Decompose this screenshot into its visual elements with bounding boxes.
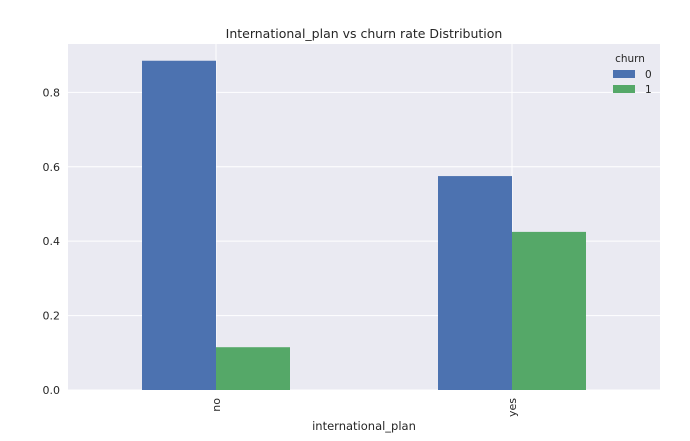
- y-axis-ticks: 0.0 0.2 0.4 0.6 0.8: [43, 86, 61, 397]
- y-tick-label: 0.8: [43, 86, 61, 99]
- bar-no-churn-1: [216, 347, 290, 390]
- x-tick-label: no: [210, 398, 223, 412]
- legend-swatch-1: [613, 85, 635, 93]
- legend-label-1: 1: [645, 84, 652, 96]
- bar-yes-churn-1: [512, 231, 586, 390]
- chart-title: International_plan vs churn rate Distrib…: [226, 26, 503, 41]
- y-tick-label: 0.4: [43, 235, 61, 248]
- x-tick-label: yes: [506, 398, 519, 417]
- legend: churn 0 1: [613, 53, 652, 96]
- bars: [142, 60, 586, 390]
- x-axis-label: international_plan: [312, 419, 416, 433]
- bar-no-churn-0: [142, 60, 216, 390]
- bar-yes-churn-0: [438, 176, 512, 390]
- legend-swatch-0: [613, 70, 635, 78]
- y-tick-label: 0.6: [43, 161, 61, 174]
- y-tick-label: 0.2: [43, 310, 61, 323]
- legend-label-0: 0: [645, 69, 652, 81]
- legend-title: churn: [615, 53, 645, 65]
- y-tick-label: 0.0: [43, 384, 61, 397]
- x-axis-ticks: no yes: [210, 398, 519, 417]
